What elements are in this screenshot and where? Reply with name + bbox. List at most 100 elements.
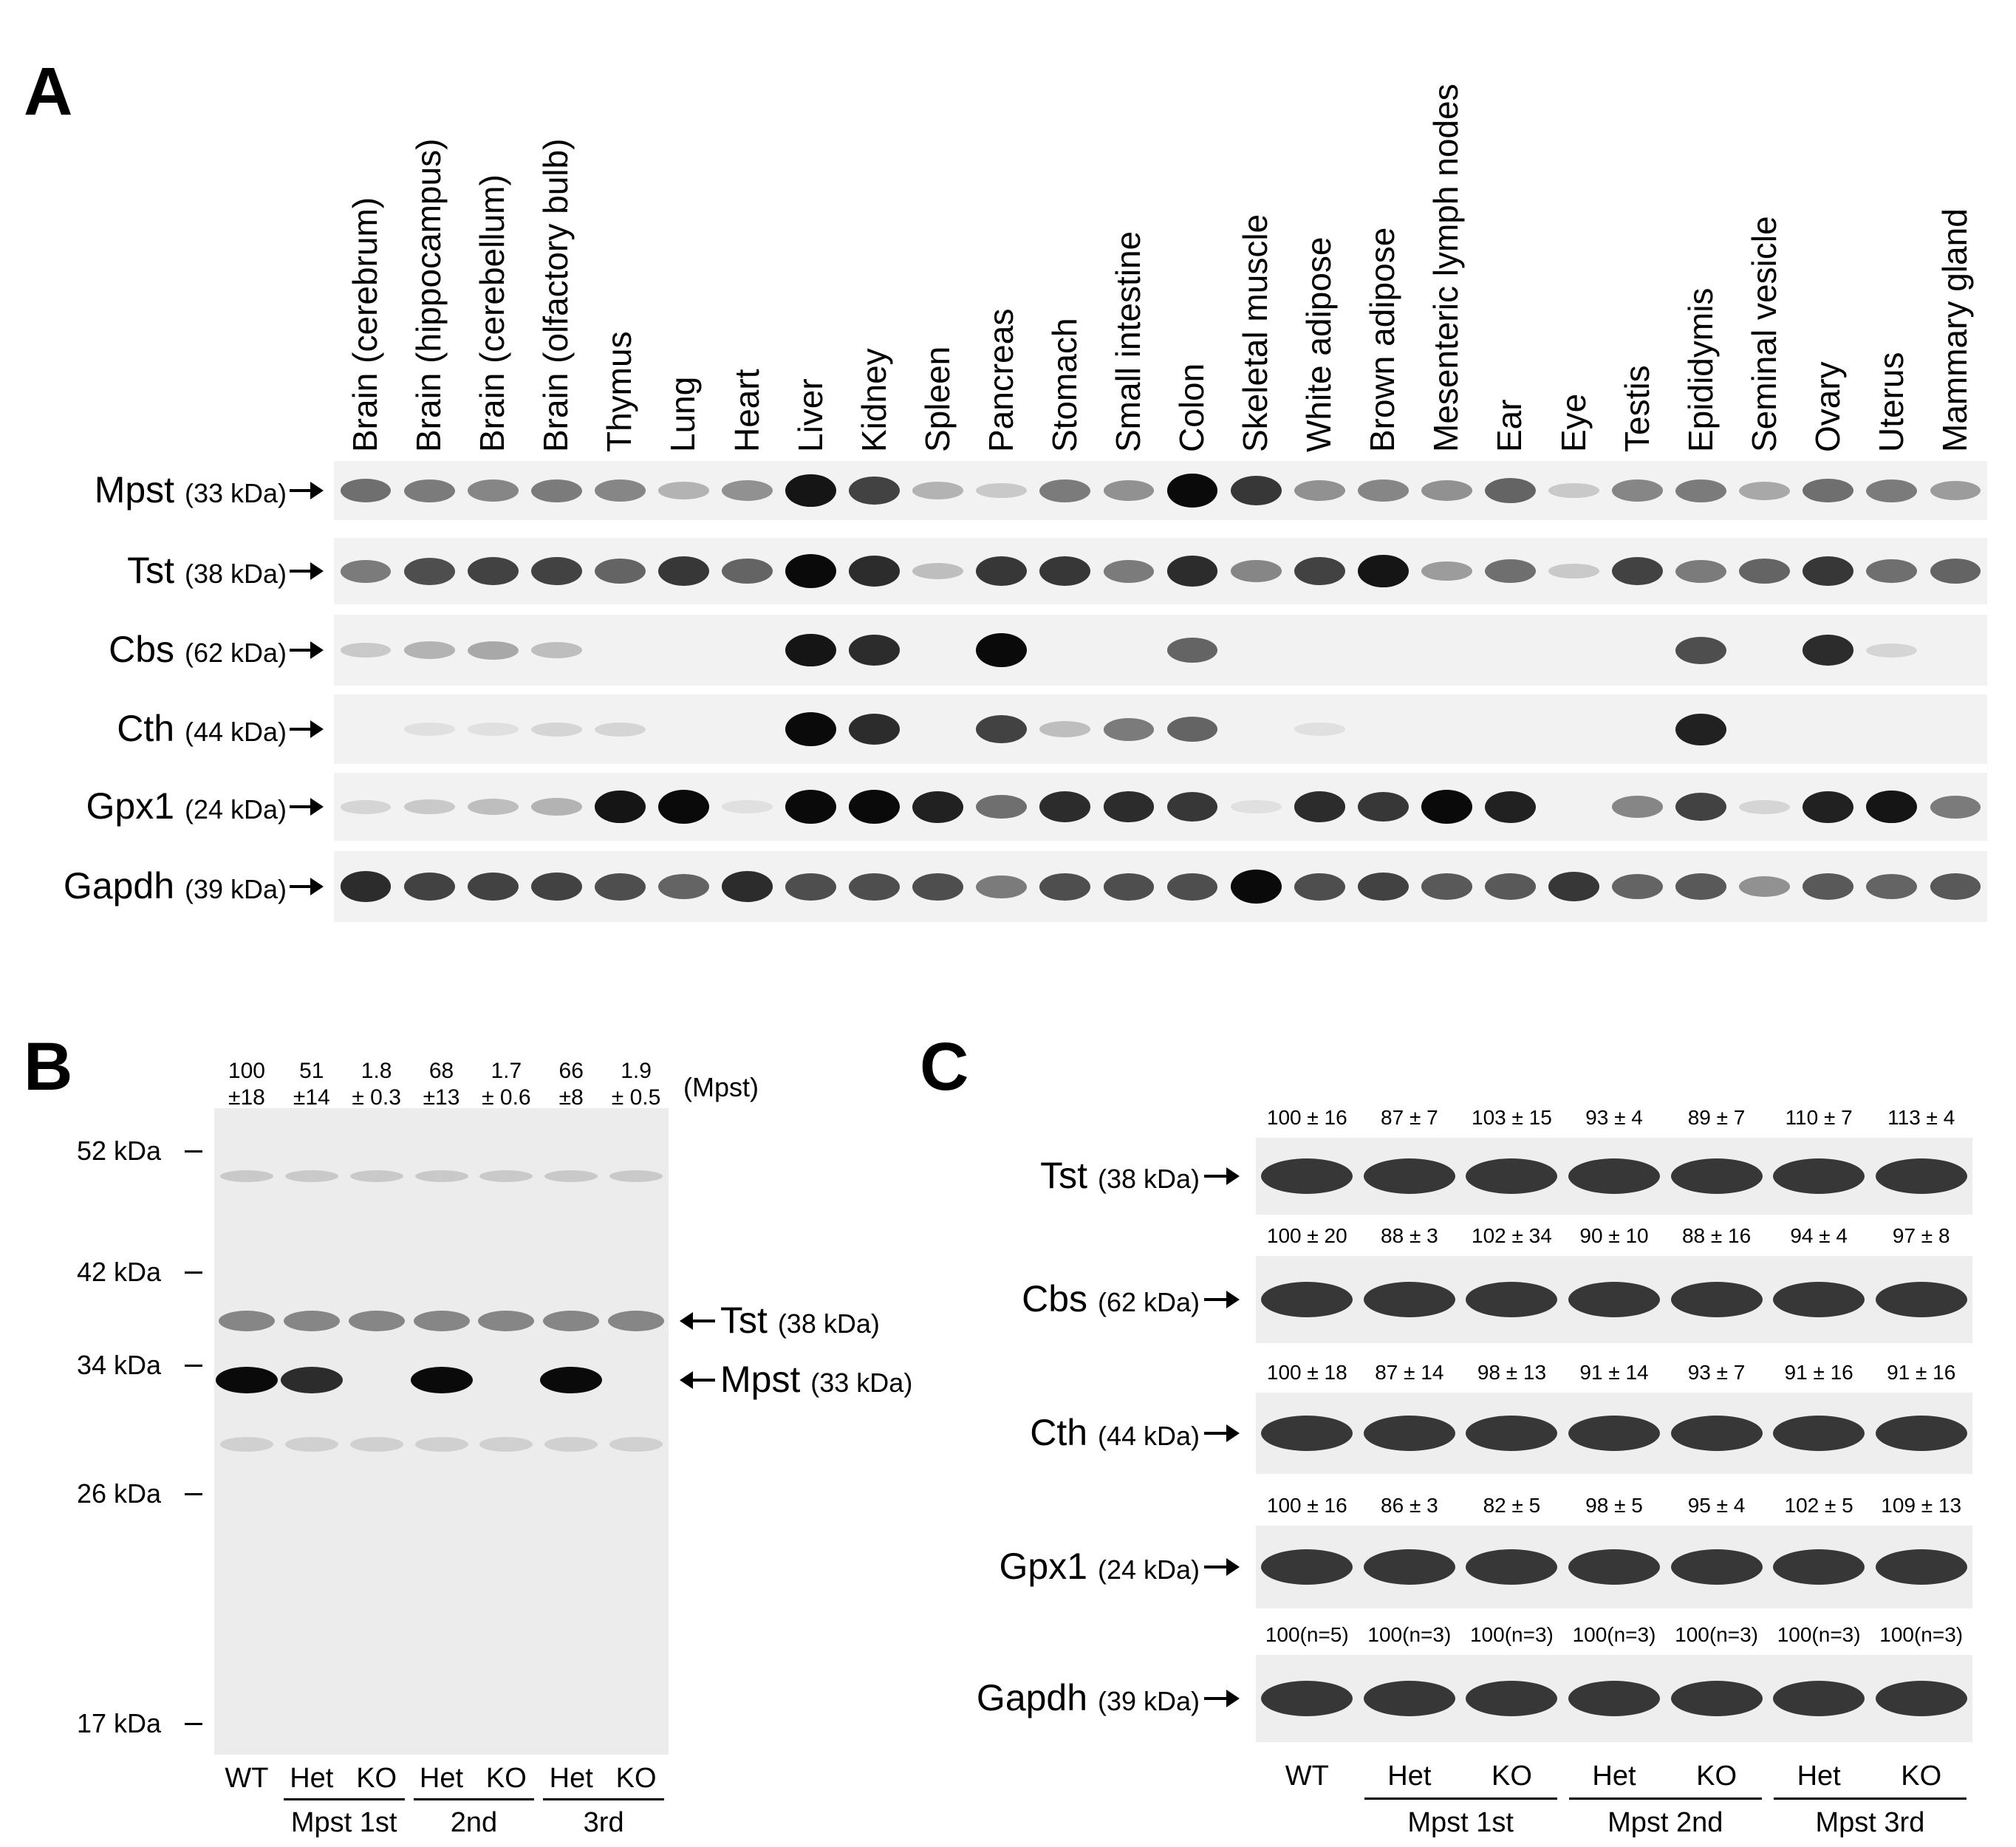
blot-band — [1357, 792, 1409, 822]
quant-value: 91 ± 14 — [1579, 1361, 1649, 1384]
blot-band — [594, 479, 646, 502]
blot-band — [1739, 559, 1791, 584]
blot-band — [413, 1311, 470, 1331]
blot-band — [1466, 1282, 1558, 1317]
lane-label: Eye — [1554, 393, 1593, 452]
arrow-icon — [290, 641, 324, 659]
quant-value: 98 ± 5 — [1585, 1494, 1643, 1517]
quant-bottom: ± 0.5 — [611, 1085, 661, 1110]
quant-value: 100(n=3) — [1879, 1623, 1964, 1646]
blot-band — [1103, 717, 1155, 741]
blot-band — [1773, 1416, 1865, 1451]
group-label: Mpst 2nd — [1607, 1807, 1723, 1838]
blot-band — [544, 1437, 598, 1452]
lane-label: Spleen — [918, 346, 957, 452]
quant-value: 86 ± 3 — [1381, 1494, 1438, 1517]
kda-label: (24 kDa) — [1097, 1554, 1200, 1585]
blot-band — [1166, 474, 1218, 508]
marker-tick — [185, 1271, 202, 1274]
blot-band — [1484, 478, 1536, 503]
blot-band — [467, 872, 519, 901]
marker-label: 17 kDa — [77, 1708, 162, 1738]
blot-band — [1294, 723, 1345, 736]
blot-band — [467, 641, 519, 660]
quant-value: 102 ± 34 — [1472, 1224, 1552, 1247]
blot-band — [594, 722, 646, 737]
blot-band — [976, 875, 1028, 898]
lane-label: Brown adipose — [1363, 227, 1402, 452]
blot-band — [530, 556, 582, 586]
blot-band — [1675, 713, 1727, 745]
blot-band — [912, 873, 964, 901]
blot-band — [1568, 1681, 1660, 1716]
protein-name: Gpx1 — [86, 785, 175, 827]
lane-label: KO — [1491, 1761, 1532, 1792]
group-underline — [543, 1798, 664, 1800]
blot-band — [1230, 870, 1282, 904]
blot-band — [1773, 1282, 1865, 1317]
blot-band — [1739, 481, 1791, 500]
protein-name: Gapdh — [976, 1677, 1088, 1718]
protein-name: Cbs — [1022, 1278, 1088, 1319]
quant-value: 89 ± 7 — [1687, 1106, 1746, 1129]
quant-value: 98 ± 13 — [1477, 1361, 1547, 1384]
panel-b-letter: B — [24, 1029, 73, 1105]
blot-band — [403, 479, 455, 502]
quant-value: 100 ± 16 — [1266, 1106, 1347, 1129]
blot-band — [284, 1437, 338, 1452]
blot-band — [976, 633, 1028, 667]
blot-band — [1466, 1158, 1558, 1194]
blot-band — [1357, 479, 1409, 502]
quant-value: 87 ± 7 — [1381, 1106, 1438, 1129]
tst-label: Tst (38 kDa) — [720, 1302, 880, 1339]
blot-band — [657, 482, 709, 499]
quant-value: 97 ± 8 — [1892, 1224, 1950, 1247]
arrow-icon — [290, 878, 324, 895]
blot-band — [403, 872, 455, 901]
blot-band — [414, 1437, 468, 1452]
marker-tick — [185, 1150, 202, 1153]
lane-label: Stomach — [1045, 318, 1084, 452]
quant-value: 66 ±8 — [530, 1058, 612, 1111]
blot-band — [1039, 479, 1091, 502]
row-label: Gpx1 (24 kDa) — [1000, 1548, 1200, 1585]
quant-value: 1.8 ± 0.3 — [336, 1058, 417, 1111]
blot-band — [609, 1437, 663, 1452]
quant-value: 100(n=5) — [1265, 1623, 1349, 1646]
blot-band — [1675, 792, 1727, 822]
quant-value: 1.9 ± 0.5 — [595, 1058, 677, 1111]
blot-band — [414, 1170, 468, 1182]
blot-band — [1803, 791, 1854, 823]
lane-label: Mesenteric lymph nodes — [1426, 83, 1466, 452]
blot-band — [1357, 872, 1409, 901]
kda-label: (24 kDa) — [184, 794, 287, 825]
marker-tick — [185, 1723, 202, 1725]
blot-band — [785, 633, 836, 667]
protein-name: Cth — [1030, 1412, 1088, 1453]
blot-band — [1039, 721, 1091, 737]
blot-band — [1294, 556, 1345, 586]
blot-band — [1261, 1158, 1353, 1194]
quant-value: 100(n=3) — [1469, 1623, 1554, 1646]
blot-band — [1421, 790, 1472, 824]
blot-band — [1103, 559, 1155, 583]
group-underline — [283, 1798, 405, 1800]
blot-band — [849, 556, 901, 587]
quant-top: 68 — [428, 1059, 454, 1083]
lane-label: Seminal vesicle — [1744, 216, 1783, 452]
quant-value: 109 ± 13 — [1881, 1494, 1962, 1517]
quant-value: 87 ± 14 — [1375, 1361, 1444, 1384]
blot-band — [594, 790, 646, 824]
lane-label: Het — [1387, 1761, 1432, 1792]
arrow-icon — [1204, 1167, 1240, 1185]
lane-label: Uterus — [1871, 352, 1910, 452]
lane-label: Small intestine — [1108, 231, 1147, 452]
lane-label: Het — [549, 1763, 593, 1794]
lane-label: Heart — [727, 369, 766, 452]
blot-band — [1675, 636, 1727, 664]
protein-name: Gpx1 — [999, 1546, 1088, 1587]
lane-label: Het — [290, 1763, 334, 1794]
blot-band — [849, 476, 901, 505]
blot-band — [1612, 479, 1663, 502]
protein-name: Mpst — [720, 1359, 801, 1400]
